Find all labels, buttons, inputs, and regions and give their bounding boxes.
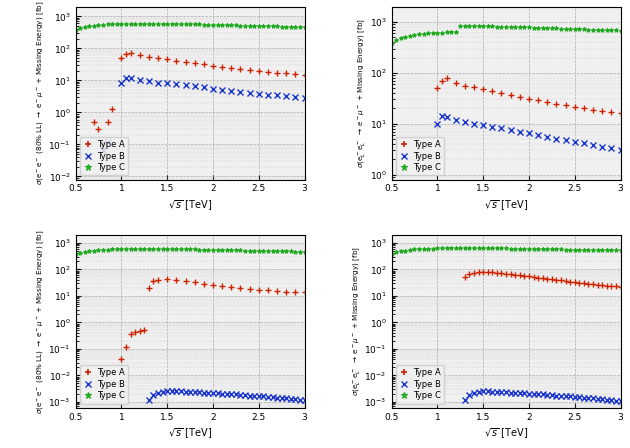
X-axis label: $\sqrt{s}$ [TeV]: $\sqrt{s}$ [TeV] (484, 427, 528, 441)
Legend: Type A, Type B, Type C: Type A, Type B, Type C (396, 137, 444, 175)
X-axis label: $\sqrt{s}$ [TeV]: $\sqrt{s}$ [TeV] (484, 199, 528, 213)
Y-axis label: $\sigma$(e$^-_L$e$^-_L$ $\rightarrow$ e$^-\mu^-$ + Missing Energy) [fb]: $\sigma$(e$^-_L$e$^-_L$ $\rightarrow$ e$… (351, 246, 362, 396)
Y-axis label: $\sigma$(e$^-_L$e$^-_L$ $\rightarrow$ e$^-\mu^-$ + Missing Energy) [fb]: $\sigma$(e$^-_L$e$^-_L$ $\rightarrow$ e$… (356, 18, 367, 168)
Y-axis label: $\sigma$(e$^-$e$^-$ (80% LL) $\rightarrow$ e$^-\mu^-$ + Missing Energy) [fb]: $\sigma$(e$^-$e$^-$ (80% LL) $\rightarro… (35, 1, 45, 185)
Legend: Type A, Type B, Type C: Type A, Type B, Type C (80, 365, 129, 404)
X-axis label: $\sqrt{s}$ [TeV]: $\sqrt{s}$ [TeV] (168, 199, 212, 213)
X-axis label: $\sqrt{s}$ [TeV]: $\sqrt{s}$ [TeV] (168, 427, 212, 441)
Y-axis label: $\sigma$(e$^-$e$^-$ (80% LL) $\rightarrow$ e$^-\mu^-$ + Missing Energy) [fb]: $\sigma$(e$^-$e$^-$ (80% LL) $\rightarro… (35, 229, 45, 414)
Legend: Type A, Type B, Type C: Type A, Type B, Type C (396, 365, 444, 404)
Legend: Type A, Type B, Type C: Type A, Type B, Type C (80, 137, 129, 175)
